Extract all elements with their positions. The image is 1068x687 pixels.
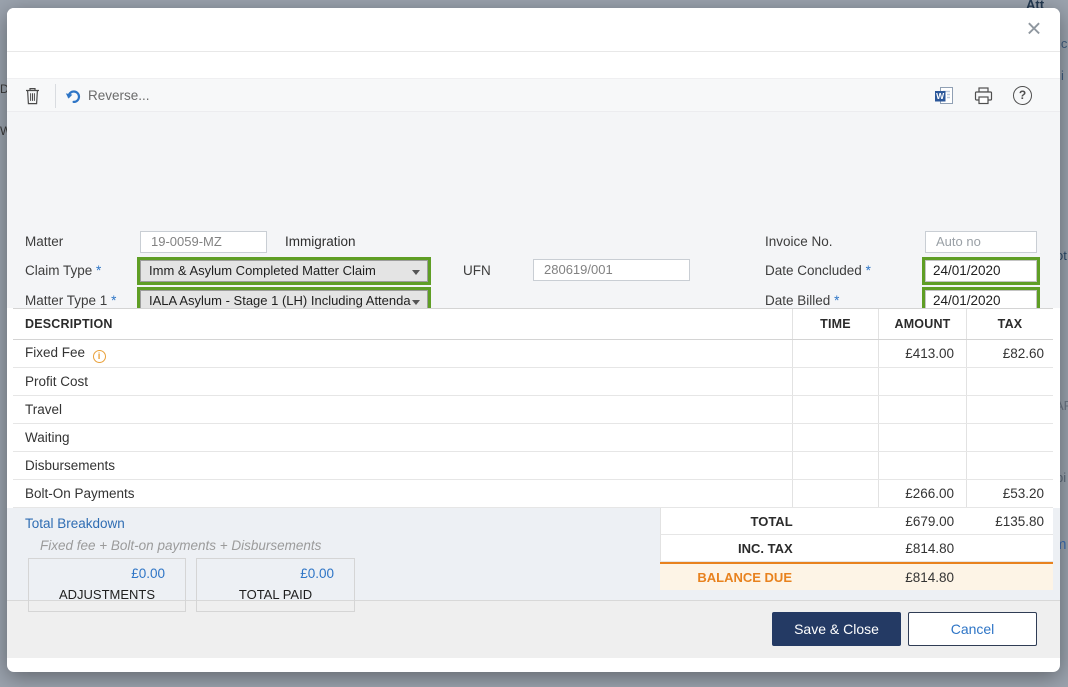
balance-due-row: BALANCE DUE £814.80 bbox=[660, 562, 1053, 590]
bill-claim-dialog: × Reverse... W bbox=[7, 8, 1060, 672]
chevron-down-icon bbox=[412, 300, 420, 305]
info-icon: i bbox=[92, 349, 106, 363]
column-header-time: TIME bbox=[792, 309, 878, 339]
table-row[interactable]: Disbursements bbox=[13, 452, 1053, 480]
total-row: TOTAL £679.00 £135.80 bbox=[660, 508, 1053, 535]
claim-type-highlight: Imm & Asylum Completed Matter Claim bbox=[137, 257, 431, 285]
date-concluded-input[interactable]: 24/01/2020 bbox=[925, 260, 1037, 282]
toolbar: Reverse... W ? bbox=[7, 78, 1060, 112]
date-concluded-label: Date Concluded * bbox=[765, 263, 871, 278]
inc-tax-row: INC. TAX £814.80 bbox=[660, 535, 1053, 562]
undo-icon[interactable] bbox=[65, 88, 82, 109]
matter-number-field: 19-0059-MZ bbox=[140, 231, 267, 253]
chevron-down-icon bbox=[412, 270, 420, 275]
save-and-close-button[interactable]: Save & Close bbox=[772, 612, 901, 646]
table-row[interactable]: Travel bbox=[13, 396, 1053, 424]
dialog-header: × bbox=[7, 8, 1060, 52]
trash-icon[interactable] bbox=[25, 87, 40, 110]
table-row[interactable]: Profit Cost bbox=[13, 368, 1053, 396]
footer-divider bbox=[7, 600, 1060, 601]
column-header-amount: AMOUNT bbox=[878, 309, 966, 339]
date-billed-label: Date Billed * bbox=[765, 293, 840, 308]
toolbar-separator bbox=[55, 84, 56, 108]
svg-text:W: W bbox=[936, 91, 945, 101]
invoice-no-field: Auto no bbox=[925, 231, 1037, 253]
ufn-label: UFN bbox=[463, 263, 491, 278]
cancel-button[interactable]: Cancel bbox=[908, 612, 1037, 646]
matter-label: Matter bbox=[25, 234, 64, 249]
claim-form: Matter Claim Type * Matter Type 1 * Matt… bbox=[7, 112, 1060, 407]
background-text-fragment: i bbox=[1061, 68, 1064, 83]
table-row[interactable]: Waiting bbox=[13, 424, 1053, 452]
matter-type-text: Immigration bbox=[285, 234, 356, 249]
adjustments-tile[interactable]: £0.00 ADJUSTMENTS bbox=[28, 558, 186, 612]
total-paid-tile[interactable]: £0.00 TOTAL PAID bbox=[196, 558, 355, 612]
ufn-field: 280619/001 bbox=[533, 259, 690, 281]
line-items-table: DESCRIPTION TIME AMOUNT TAX Fixed Fee i … bbox=[13, 308, 1053, 508]
date-billed-input[interactable]: 24/01/2020 bbox=[925, 290, 1037, 312]
table-header-row: DESCRIPTION TIME AMOUNT TAX bbox=[13, 309, 1053, 340]
table-row[interactable]: Bolt-On Payments £266.00 £53.20 bbox=[13, 480, 1053, 508]
claim-type-label: Claim Type * bbox=[25, 263, 102, 278]
total-breakdown-formula: Fixed fee + Bolt-on payments + Disbursem… bbox=[40, 538, 322, 553]
matter-type-1-label: Matter Type 1 * bbox=[25, 293, 117, 308]
matter-type-1-select[interactable]: IALA Asylum - Stage 1 (LH) Including Att… bbox=[140, 290, 428, 312]
column-header-description: DESCRIPTION bbox=[25, 317, 113, 331]
total-paid-label: TOTAL PAID bbox=[238, 587, 313, 602]
date-concluded-highlight: 24/01/2020 bbox=[922, 257, 1040, 285]
total-paid-value: £0.00 bbox=[300, 566, 334, 581]
word-export-icon[interactable]: W bbox=[934, 86, 954, 111]
total-breakdown-link[interactable]: Total Breakdown bbox=[25, 516, 125, 531]
close-icon[interactable]: × bbox=[1026, 13, 1042, 43]
adjustments-value: £0.00 bbox=[131, 566, 165, 581]
claim-type-select[interactable]: Imm & Asylum Completed Matter Claim bbox=[140, 260, 428, 282]
adjustments-label: ADJUSTMENTS bbox=[58, 587, 156, 602]
help-icon[interactable]: ? bbox=[1013, 86, 1032, 105]
column-header-tax: TAX bbox=[966, 309, 1053, 339]
invoice-no-label: Invoice No. bbox=[765, 234, 833, 249]
table-row[interactable]: Fixed Fee i £413.00 £82.60 bbox=[13, 340, 1053, 368]
totals-table: TOTAL £679.00 £135.80 INC. TAX £814.80 B… bbox=[660, 508, 1053, 590]
print-icon[interactable] bbox=[974, 87, 993, 110]
reverse-button[interactable]: Reverse... bbox=[88, 88, 150, 103]
